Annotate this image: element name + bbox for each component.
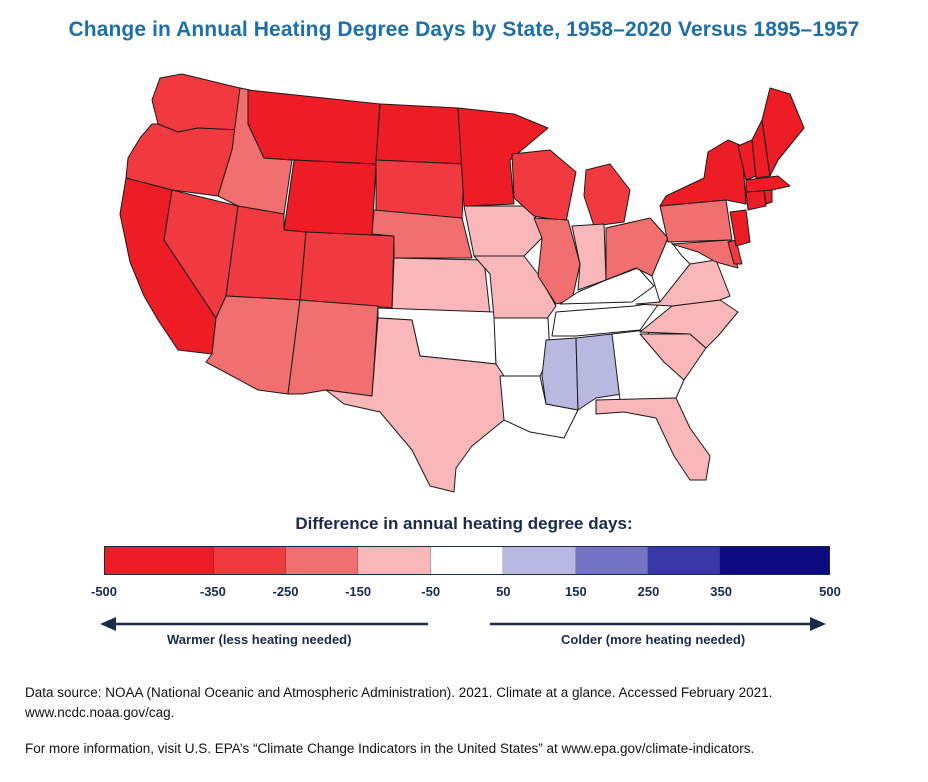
state-ct: [745, 189, 767, 211]
scale-bin-0: [105, 547, 214, 574]
state-ny: [659, 139, 747, 207]
state-wv: [651, 237, 691, 303]
state-ks: [391, 257, 491, 315]
state-wy: [283, 159, 377, 239]
scale-bin-4: [430, 547, 504, 574]
state-ms: [541, 337, 579, 411]
scale-tick-label: 150: [565, 584, 587, 599]
warmer-label: Warmer (less heating needed): [167, 632, 352, 647]
scale-tick-label: 350: [710, 584, 732, 599]
state-in: [571, 223, 607, 291]
scale-tick-label: -50: [421, 584, 441, 599]
scale-bin-3: [358, 547, 431, 574]
scale-tick-label: -350: [199, 584, 226, 599]
colder-label: Colder (more heating needed): [561, 632, 746, 647]
state-me: [761, 87, 805, 177]
state-fl: [595, 397, 711, 481]
state-mi: [583, 163, 631, 227]
state-la: [499, 375, 579, 439]
scale-tick-label: -150: [345, 584, 372, 599]
state-ia: [463, 205, 543, 257]
colder-arrow-icon: [490, 617, 826, 631]
state-va: [635, 259, 731, 307]
state-ga: [611, 329, 685, 401]
state-nj: [729, 209, 751, 247]
scale-tick-label: 50: [496, 584, 511, 599]
state-al: [575, 333, 623, 411]
scale-bin-2: [285, 547, 359, 574]
state-md: [671, 239, 739, 269]
scale-tick-label: 500: [819, 584, 841, 599]
warmer-arrow-icon: [100, 617, 428, 631]
scale-tick-label: -250: [272, 584, 299, 599]
scale-bin-8: [720, 547, 829, 574]
state-de: [727, 239, 743, 265]
state-wa: [151, 73, 249, 133]
state-pa: [659, 199, 733, 243]
more-info-note: For more information, visit U.S. EPA’s “…: [25, 741, 755, 756]
map-title: Change in Annual Heating Degree Days by …: [68, 18, 860, 41]
data-source-note: Data source: NOAA (National Oceanic and …: [25, 685, 773, 720]
scale-tick-label: 250: [637, 584, 660, 599]
state-nd: [375, 103, 465, 165]
state-co: [299, 231, 395, 309]
state-ri: [763, 189, 773, 205]
state-az: [205, 295, 301, 395]
legend-title: Difference in annual heating degree days…: [295, 514, 633, 533]
scale-bin-7: [647, 547, 721, 574]
color-scale-bar: [104, 546, 830, 575]
scale-bin-1: [213, 547, 286, 574]
scale-bin-6: [575, 547, 648, 574]
us-states-map: [119, 73, 805, 493]
scale-bin-5: [503, 547, 576, 574]
state-ma: [745, 175, 791, 193]
state-mo: [473, 255, 557, 321]
state-nm: [287, 299, 379, 397]
state-ar: [493, 317, 551, 377]
state-tx: [325, 317, 507, 493]
scale-tick-label: -500: [90, 584, 118, 599]
state-mt: [247, 89, 381, 165]
